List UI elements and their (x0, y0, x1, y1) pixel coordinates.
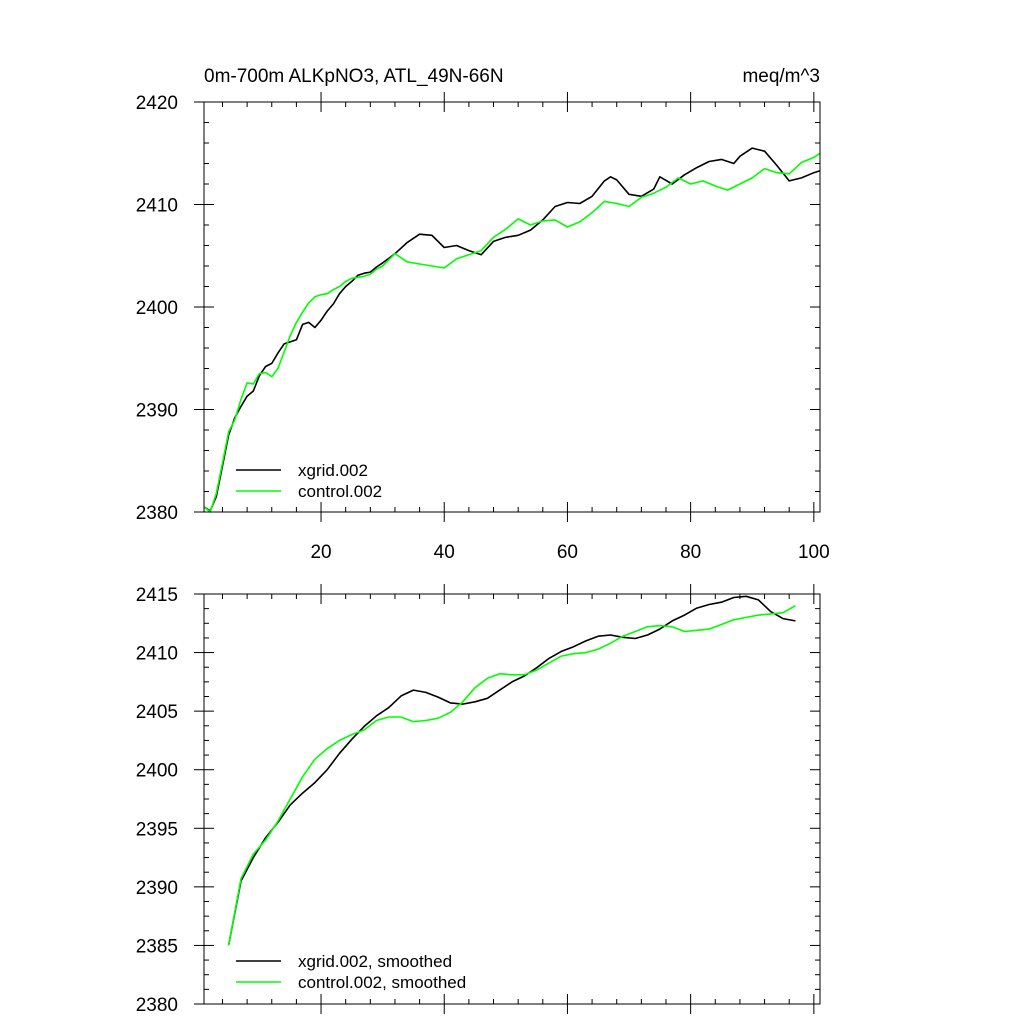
series-line-1 (203, 152, 821, 513)
y-tick-label: 2380 (136, 503, 178, 524)
top-axis-ticks: 2380 2390 2400 2410 2420 20 40 60 80 100 (136, 92, 830, 563)
top-series-lines (203, 147, 821, 513)
x-tick-label: 100 (798, 542, 830, 563)
y-tick-label: 2395 (136, 819, 178, 840)
top-chart-units: meq/m^3 (742, 66, 820, 87)
top-legend: xgrid.002 control.002 (236, 461, 382, 501)
series-line-1 (227, 605, 796, 946)
top-plot-frame (203, 101, 821, 513)
top-panel: 0m-700m ALKpNO3, ATL_49N-66N meq/m^3 238… (136, 66, 830, 563)
bottom-panel: 2380 2385 2390 2395 2400 2405 2410 2415 xgrid.0… (136, 584, 821, 1016)
legend-label: xgrid.002, smoothed (298, 952, 452, 971)
y-tick-label: 2420 (136, 93, 178, 114)
legend-label: control.002 (298, 482, 382, 501)
y-tick-label: 2400 (136, 298, 178, 319)
x-tick-label: 20 (310, 542, 331, 563)
legend-label: control.002, smoothed (298, 973, 466, 992)
y-tick-label: 2415 (136, 585, 178, 606)
series-line-0 (203, 147, 821, 512)
y-tick-label: 2410 (136, 644, 178, 665)
y-tick-label: 2390 (136, 401, 178, 422)
y-tick-label: 2400 (136, 761, 178, 782)
y-tick-label: 2380 (136, 995, 178, 1016)
y-tick-label: 2385 (136, 936, 178, 957)
bottom-axis-ticks: 2380 2385 2390 2395 2400 2405 2410 2415 (136, 584, 820, 1016)
bottom-plot-frame (203, 593, 821, 1005)
x-tick-label: 40 (434, 542, 455, 563)
x-tick-label: 60 (557, 542, 578, 563)
legend-label: xgrid.002 (298, 461, 368, 480)
y-tick-label: 2410 (136, 196, 178, 217)
y-tick-label: 2405 (136, 702, 178, 723)
y-tick-label: 2390 (136, 878, 178, 899)
bottom-legend: xgrid.002, smoothed control.002, smoothed (236, 952, 466, 992)
bottom-series-lines (227, 595, 796, 946)
x-tick-label: 80 (680, 542, 701, 563)
series-line-0 (227, 595, 796, 946)
top-chart-title: 0m-700m ALKpNO3, ATL_49N-66N (204, 66, 504, 87)
